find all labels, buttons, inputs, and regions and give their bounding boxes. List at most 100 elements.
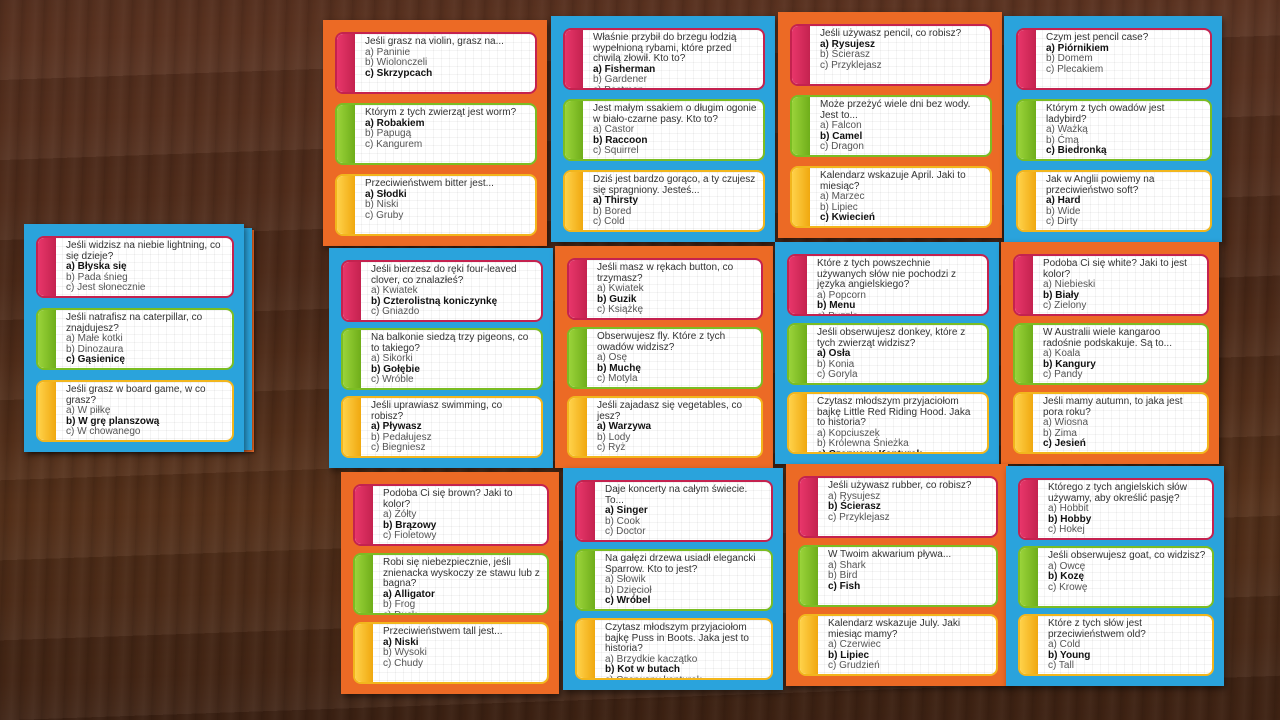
correct-answer: c) Skrzypcach bbox=[365, 67, 433, 79]
correct-answer: a) Singer bbox=[605, 505, 648, 517]
question-text: Kalendarz wskazuje April. Jaki to miesią… bbox=[820, 170, 966, 192]
answer-option: c) Zielony bbox=[1043, 300, 1087, 312]
correct-answer: a) Alligator bbox=[383, 588, 435, 600]
answer-option: b) Wiolonczeli bbox=[365, 57, 428, 69]
question-text: Jeśli grasz w board game, w co grasz? bbox=[66, 384, 206, 406]
answer-option: c) Gniazdo bbox=[371, 306, 420, 318]
answer-option: c) Przyklejasz bbox=[828, 511, 890, 523]
answer-option: a) Castor bbox=[593, 124, 635, 136]
question-box: Jest małym ssakiem o długim ogonie w bia… bbox=[563, 99, 765, 161]
answer-option: a) Sikorki bbox=[371, 353, 413, 365]
correct-answer: c) Wróbel bbox=[605, 595, 651, 607]
answer-option: c) Wróble bbox=[371, 374, 414, 386]
answer-option: a) Kwiatek bbox=[371, 285, 418, 297]
question-box: Kalendarz wskazuje July. Jaki miesiąc ma… bbox=[798, 614, 998, 676]
correct-answer: a) Hard bbox=[1046, 195, 1081, 207]
answer-option: a) Cold bbox=[1048, 639, 1081, 651]
question-text: Jak w Anglii powiemy na przeciwieństwo s… bbox=[1046, 174, 1155, 196]
answer-option: c) Dragon bbox=[820, 141, 864, 153]
question-text: Na gałęzi drzewa usiadł elegancki Sparro… bbox=[605, 553, 756, 575]
color-tab bbox=[792, 26, 810, 84]
answer-option: b) Dzięcioł bbox=[605, 584, 652, 596]
question-text: Jeśli mamy autumn, to jaka jest pora rok… bbox=[1043, 396, 1183, 418]
color-tab bbox=[792, 168, 810, 226]
correct-answer: a) Robakiem bbox=[365, 117, 425, 129]
correct-answer: b) Hobby bbox=[1048, 513, 1092, 525]
question-text: Które z tych powszechnie używanych słów … bbox=[817, 258, 956, 291]
color-tab bbox=[343, 330, 361, 388]
answer-option: c) W chowanego bbox=[66, 426, 141, 438]
question-text: Dziś jest bardzo gorąco, a ty czujesz si… bbox=[593, 174, 756, 196]
quiz-card: Daje koncerty na całym świecie. To... a) … bbox=[563, 468, 783, 690]
answer-option: a) Niebieski bbox=[1043, 279, 1096, 291]
quiz-card: Jeśli używasz rubber, co robisz? a) Rysuj… bbox=[786, 464, 1008, 686]
color-tab bbox=[355, 555, 373, 613]
answer-option: a) Koala bbox=[1043, 348, 1081, 360]
answer-option: b) Wide bbox=[1046, 205, 1081, 217]
answer-option: c) Goryla bbox=[817, 369, 858, 381]
question-text: Jeśli widzisz na niebie lightning, co si… bbox=[66, 240, 221, 262]
color-tab bbox=[577, 482, 595, 540]
correct-answer: b) Young bbox=[1048, 649, 1091, 661]
correct-answer: b) Czterolistną koniczynkę bbox=[371, 295, 498, 307]
color-tab bbox=[1020, 616, 1038, 674]
color-tab bbox=[1018, 172, 1036, 230]
question-box: W Twoim akwarium pływa... a) Shark b) Bird… bbox=[798, 545, 998, 607]
answer-option: a) Kwiatek bbox=[597, 283, 644, 295]
correct-answer: c) Gąsienicę bbox=[66, 354, 125, 366]
answer-option: a) Czerwiec bbox=[828, 639, 881, 651]
answer-option: c) Dirty bbox=[1046, 216, 1078, 228]
correct-answer: c) Kwiecień bbox=[820, 212, 876, 224]
color-tab bbox=[343, 398, 361, 456]
answer-option: a) Wiosna bbox=[1043, 417, 1089, 429]
quiz-card: Czym jest pencil case? a) Piórnikiem b) Do… bbox=[1004, 16, 1222, 242]
question-text: Jeśli uprawiasz swimming, co robisz? bbox=[371, 400, 503, 422]
answer-option: a) W piłkę bbox=[66, 405, 111, 417]
color-tab bbox=[565, 30, 583, 88]
question-text: Robi się niebezpiecznie, jeśli znienacka… bbox=[383, 557, 540, 590]
question-box: Daje koncerty na całym świecie. To... a) … bbox=[575, 480, 773, 542]
question-box: Czytasz młodszym przyjaciołom bajkę Puss… bbox=[575, 618, 773, 680]
quiz-card: Podoba Ci się brown? Jaki to kolor? a) Żó… bbox=[341, 472, 559, 694]
correct-answer: b) Kot w butach bbox=[605, 664, 680, 676]
quiz-card: Które z tych powszechnie używanych słów … bbox=[775, 242, 999, 464]
question-box: Jeśli grasz w board game, w co grasz? a) … bbox=[36, 380, 234, 442]
answer-option: b) Wysoki bbox=[383, 647, 427, 659]
question-box: Jeśli zajadasz się vegetables, co jesz? a… bbox=[567, 396, 763, 458]
answer-option: b) Zima bbox=[1043, 427, 1077, 439]
question-box: Jeśli uprawiasz swimming, co robisz? a) P… bbox=[341, 396, 543, 458]
question-text: Podoba Ci się white? Jaki to jest kolor? bbox=[1043, 258, 1187, 280]
question-text: Jeśli używasz pencil, co robisz? bbox=[820, 28, 962, 39]
color-tab bbox=[1018, 101, 1036, 159]
question-text: Jeśli zajadasz się vegetables, co jesz? bbox=[597, 400, 743, 422]
question-text: Jeśli obserwujesz goat, co widzisz? bbox=[1048, 550, 1206, 561]
answer-option: c) Kangurem bbox=[365, 138, 423, 150]
answer-option: a) Kopciuszek bbox=[817, 427, 880, 439]
question-text: Którym z tych owadów jest ladybird? bbox=[1046, 103, 1165, 125]
color-tab bbox=[789, 325, 807, 383]
answer-option: c) Przyklejasz bbox=[820, 59, 882, 71]
question-box: Jeśli używasz pencil, co robisz? a) Rysuj… bbox=[790, 24, 992, 86]
question-text: Jeśli używasz rubber, co robisz? bbox=[828, 480, 972, 491]
answer-option: c) Pandy bbox=[1043, 369, 1083, 381]
color-tab bbox=[1015, 256, 1033, 314]
question-box: Którym z tych zwierząt jest worm? a) Roba… bbox=[335, 103, 537, 165]
correct-answer: b) Kangury bbox=[1043, 358, 1096, 370]
question-box: Jeśli obserwujesz goat, co widzisz? a) Ow… bbox=[1018, 546, 1214, 608]
answer-option: a) Ważką bbox=[1046, 124, 1088, 136]
answer-option: a) Osę bbox=[597, 352, 628, 364]
question-text: Kalendarz wskazuje July. Jaki miesiąc ma… bbox=[828, 618, 961, 640]
question-box: Jeśli widzisz na niebie lightning, co si… bbox=[36, 236, 234, 298]
question-text: Podoba Ci się brown? Jaki to kolor? bbox=[383, 488, 513, 510]
answer-option: b) Ćmą bbox=[1046, 134, 1079, 146]
answer-option: c) Jest słonecznie bbox=[66, 282, 146, 294]
question-text: Którego z tych angielskich słów używamy,… bbox=[1048, 482, 1187, 504]
question-text: Które z tych słów jest przeciwieństwem o… bbox=[1048, 618, 1146, 640]
question-box: Które z tych słów jest przeciwieństwem o… bbox=[1018, 614, 1214, 676]
correct-answer: b) Guzik bbox=[597, 293, 637, 305]
color-tab bbox=[38, 382, 56, 440]
quiz-card: Właśnie przybił do brzegu łodzią wypełni… bbox=[551, 16, 775, 242]
answer-option: b) Dinozaura bbox=[66, 343, 124, 355]
question-box: Jeśli masz w rękach button, co trzymasz?… bbox=[567, 258, 763, 320]
color-tab bbox=[569, 329, 587, 387]
